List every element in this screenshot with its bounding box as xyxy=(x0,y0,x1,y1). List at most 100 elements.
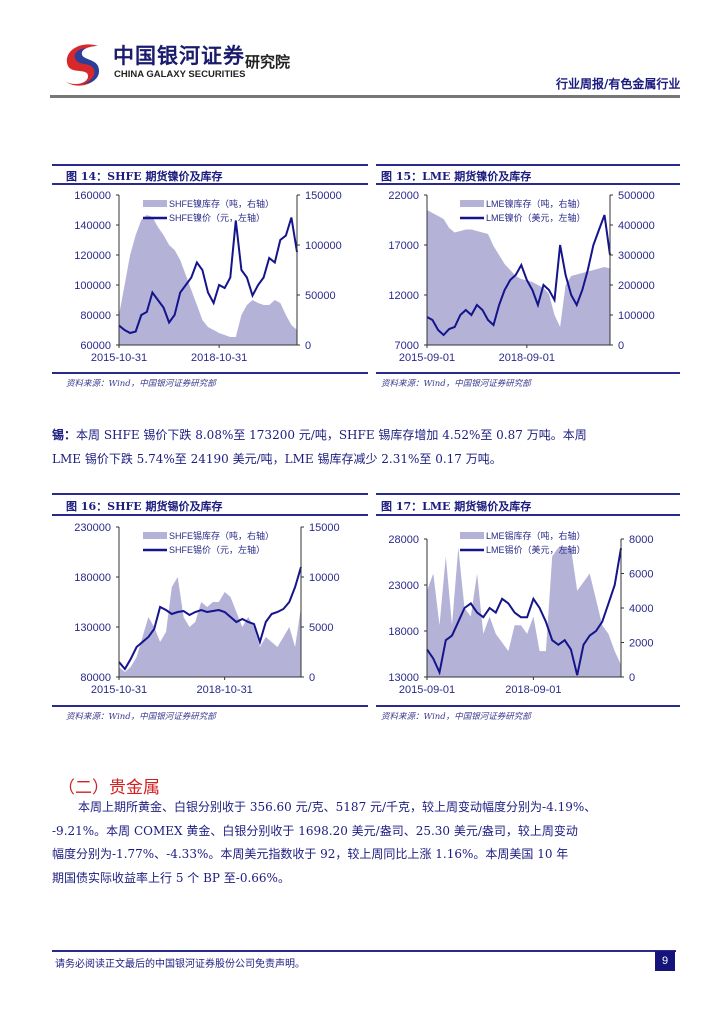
price-line xyxy=(118,217,298,335)
x-tick-label: 2018-10-31 xyxy=(197,684,253,696)
inventory-area xyxy=(119,215,297,345)
left-tick-label: 120000 xyxy=(74,250,111,262)
x-tick-label: 2015-10-31 xyxy=(91,352,147,364)
tin-paragraph: 锡：本周 SHFE 锡价下跌 8.08%至 173200 元/吨，SHFE 锡库… xyxy=(52,424,587,471)
inventory-area xyxy=(427,547,621,677)
figure-15-source: 资料来源：Wind，中国银河证券研究部 xyxy=(381,379,531,389)
right-tick-label: 100000 xyxy=(305,240,342,252)
price-line xyxy=(426,548,622,676)
footer-divider xyxy=(52,950,676,952)
brand-name-cn: 中国银河证券 xyxy=(113,44,245,68)
right-tick-label: 150000 xyxy=(305,190,342,202)
precious-line-3: 幅度分别为-1.77%、-4.33%。本周美元指数收于 92，较上周同比上涨 1… xyxy=(52,847,569,861)
tin-line-2: LME 锡价下跌 5.74%至 24190 美元/吨，LME 锡库存减少 2.3… xyxy=(52,451,502,466)
right-tick-label: 100000 xyxy=(618,310,655,322)
legend-area-label: SHFE镍库存（吨，右轴） xyxy=(169,198,274,209)
right-tick-label: 0 xyxy=(305,340,311,352)
right-tick-label: 4000 xyxy=(629,603,653,615)
figure-16-title: 图 16：SHFE 期货锡价及库存 xyxy=(66,500,223,513)
figure-top-rule xyxy=(52,164,368,166)
brand-name-en: CHINA GALAXY SECURITIES xyxy=(114,69,246,80)
figure-top-rule xyxy=(376,164,680,166)
figure-bottom-rule xyxy=(52,705,368,707)
header-divider xyxy=(50,95,680,98)
right-tick-label: 0 xyxy=(309,672,315,684)
galaxy-logo-icon xyxy=(66,44,100,86)
x-tick-label: 2015-09-01 xyxy=(399,352,455,364)
right-tick-label: 15000 xyxy=(309,522,340,534)
report-type: 行业周报/有色金属行业 xyxy=(556,77,681,91)
right-tick-label: 8000 xyxy=(629,534,653,546)
tin-label: 锡： xyxy=(52,428,77,442)
left-tick-label: 60000 xyxy=(80,340,111,352)
institute-label: 研究院 xyxy=(245,53,291,71)
left-tick-label: 160000 xyxy=(74,190,111,202)
x-tick-label: 2015-10-31 xyxy=(91,684,147,696)
figure-title-rule xyxy=(376,183,680,185)
x-tick-label: 2018-09-01 xyxy=(499,352,555,364)
right-tick-label: 5000 xyxy=(309,622,333,634)
left-tick-label: 230000 xyxy=(74,522,111,534)
left-tick-label: 17000 xyxy=(388,240,419,252)
footer-disclaimer: 请务必阅读正文最后的中国银河证券股份公司免责声明。 xyxy=(55,959,305,970)
right-tick-label: 300000 xyxy=(618,250,655,262)
figure-top-rule xyxy=(52,493,368,495)
legend-area-label: LME锡库存（吨，右轴） xyxy=(486,530,586,541)
figure-bottom-rule xyxy=(376,372,680,374)
left-tick-label: 23000 xyxy=(388,580,419,592)
precious-line-1: 本周上期所黄金、白银分别收于 356.60 元/克、5187 元/千克，较上周变… xyxy=(78,800,597,814)
figure-title-rule xyxy=(376,514,680,516)
tin-line-1: 本周 SHFE 锡价下跌 8.08%至 173200 元/吨，SHFE 锡库存增… xyxy=(76,428,587,442)
figure-17-title: 图 17：LME 期货锡价及库存 xyxy=(381,500,532,513)
legend-area-swatch xyxy=(143,532,167,539)
legend-line-label: LME镍价（美元，左轴） xyxy=(486,212,586,223)
right-tick-label: 10000 xyxy=(309,572,340,584)
left-tick-label: 22000 xyxy=(388,190,419,202)
right-tick-label: 2000 xyxy=(629,638,653,650)
right-tick-label: 50000 xyxy=(305,290,336,302)
left-tick-label: 13000 xyxy=(388,672,419,684)
right-tick-label: 200000 xyxy=(618,280,655,292)
figure-title-rule xyxy=(52,183,368,185)
right-tick-label: 0 xyxy=(629,672,635,684)
left-tick-label: 80000 xyxy=(80,310,111,322)
legend-area-label: LME镍库存（吨，右轴） xyxy=(486,198,586,209)
left-tick-label: 100000 xyxy=(74,280,111,292)
inventory-area xyxy=(119,577,301,677)
left-tick-label: 18000 xyxy=(388,626,419,638)
left-tick-label: 130000 xyxy=(74,622,111,634)
price-line xyxy=(426,214,611,337)
legend-line-label: SHFE锡价（元，左轴） xyxy=(169,544,265,555)
left-tick-label: 140000 xyxy=(74,220,111,232)
x-tick-label: 2018-09-01 xyxy=(505,684,561,696)
left-tick-label: 7000 xyxy=(395,340,419,352)
legend-line-label: LME锡价（美元，左轴） xyxy=(486,544,586,555)
figure-bottom-rule xyxy=(376,705,680,707)
x-tick-label: 2018-10-31 xyxy=(191,352,247,364)
x-tick-label: 2015-09-01 xyxy=(399,684,455,696)
right-tick-label: 0 xyxy=(618,340,624,352)
left-tick-label: 180000 xyxy=(74,572,111,584)
figure-14-source: 资料来源：Wind，中国银河证券研究部 xyxy=(66,379,216,389)
figure-15-title: 图 15：LME 期货镍价及库存 xyxy=(381,170,532,183)
precious-line-2: -9.21%。本周 COMEX 黄金、白银分别收于 1698.20 美元/盎司、… xyxy=(52,823,578,838)
page-number: 9 xyxy=(655,951,675,971)
section-heading-precious-metals: （二）贵金属 xyxy=(58,778,160,798)
figure-bottom-rule xyxy=(52,372,368,374)
legend-line-label: SHFE镍价（元，左轴） xyxy=(169,212,265,223)
price-line xyxy=(118,566,302,671)
right-tick-label: 400000 xyxy=(618,220,655,232)
precious-line-4: 期国债实际收益率上行 5 个 BP 至-0.66%。 xyxy=(52,870,290,885)
legend-area-swatch xyxy=(143,200,167,207)
left-tick-label: 80000 xyxy=(80,672,111,684)
legend-area-swatch xyxy=(460,200,484,207)
legend-area-swatch xyxy=(460,532,484,539)
left-tick-label: 28000 xyxy=(388,534,419,546)
figure-17-source: 资料来源：Wind，中国银河证券研究部 xyxy=(381,712,531,722)
left-tick-label: 12000 xyxy=(388,290,419,302)
figure-16-source: 资料来源：Wind，中国银河证券研究部 xyxy=(66,712,216,722)
right-tick-label: 6000 xyxy=(629,569,653,581)
figure-14-title: 图 14：SHFE 期货镍价及库存 xyxy=(66,170,223,183)
